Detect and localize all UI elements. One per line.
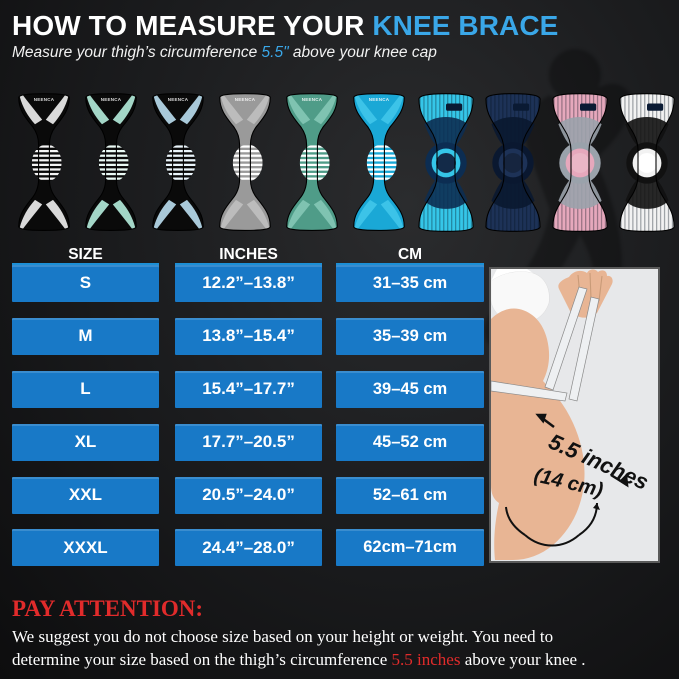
svg-text:NEENCA: NEENCA: [302, 97, 323, 102]
svg-text:NEENCA: NEENCA: [34, 97, 55, 102]
svg-text:NEENCA: NEENCA: [101, 97, 122, 102]
svg-text:NEENCA: NEENCA: [369, 97, 390, 102]
svg-text:NEENCA: NEENCA: [168, 97, 189, 102]
svg-text:NEENCA: NEENCA: [235, 97, 256, 102]
